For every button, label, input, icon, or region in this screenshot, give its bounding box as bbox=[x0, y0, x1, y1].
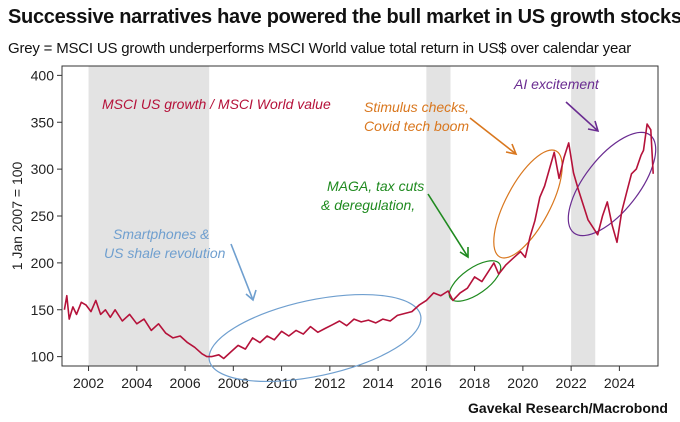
maga-label-line2: & deregulation, bbox=[321, 197, 415, 213]
y-axis-label: 1 Jan 2007 = 100 bbox=[9, 161, 25, 270]
y-tick-label: 150 bbox=[31, 302, 55, 318]
x-tick-label: 2024 bbox=[604, 375, 635, 391]
smartphones-ellipse bbox=[208, 293, 422, 383]
smartphones-arrow bbox=[230, 243, 254, 301]
stimulus-label-line2: Covid tech boom bbox=[364, 118, 469, 134]
x-tick-label: 2020 bbox=[507, 375, 538, 391]
series-line-growth-vs-value bbox=[63, 123, 654, 360]
x-tick-label: 2004 bbox=[121, 375, 152, 391]
stimulus-ellipse bbox=[493, 149, 563, 259]
maga-ellipse bbox=[448, 260, 502, 302]
x-tick-label: 2002 bbox=[73, 375, 104, 391]
y-tick-label: 400 bbox=[31, 67, 55, 83]
x-tick-label: 2018 bbox=[459, 375, 490, 391]
smartphones-label-line1: Smartphones & bbox=[113, 226, 210, 242]
x-tick-label: 2022 bbox=[556, 375, 587, 391]
x-tick-label: 2010 bbox=[266, 375, 297, 391]
chart-subtitle: Grey = MSCI US growth underperforms MSCI… bbox=[8, 40, 632, 57]
maga-arrow-head bbox=[459, 247, 469, 259]
series-label: MSCI US growth / MSCI World value bbox=[102, 96, 331, 112]
chart-title: Successive narratives have powered the b… bbox=[8, 6, 680, 28]
ai-ellipse bbox=[567, 131, 657, 237]
ai-label: AI excitement bbox=[513, 76, 600, 92]
smartphones-label-line2: US shale revolution bbox=[104, 245, 226, 261]
y-axis: 100 150 200 250 300 350 400 bbox=[31, 67, 62, 365]
y-tick-label: 250 bbox=[31, 208, 55, 224]
shaded-period-2 bbox=[571, 66, 596, 366]
annotation-arrows bbox=[230, 101, 600, 302]
stimulus-arrow-head bbox=[505, 143, 518, 156]
annotations: MSCI US growth / MSCI World value Smartp… bbox=[102, 76, 600, 261]
y-tick-label: 350 bbox=[31, 114, 55, 130]
source-credit: Gavekal Research/Macrobond bbox=[468, 400, 668, 416]
x-tick-label: 2012 bbox=[314, 375, 345, 391]
x-tick-label: 2006 bbox=[169, 375, 200, 391]
ai-arrow bbox=[565, 101, 599, 132]
y-tick-label: 200 bbox=[31, 255, 55, 271]
smartphones-arrow-head bbox=[245, 289, 257, 302]
shaded-period-1 bbox=[426, 66, 451, 366]
y-tick-label: 100 bbox=[31, 349, 55, 365]
narrative-ellipses bbox=[208, 131, 657, 383]
x-tick-label: 2014 bbox=[363, 375, 394, 391]
stimulus-arrow bbox=[469, 117, 517, 155]
x-axis: 2002 2004 2006 2008 2010 2012 2014 2016 2018 2020… bbox=[73, 366, 635, 391]
stimulus-label-line1: Stimulus checks, bbox=[364, 99, 469, 115]
maga-label-line1: MAGA, tax cuts bbox=[327, 178, 424, 194]
y-tick-label: 300 bbox=[31, 161, 55, 177]
maga-arrow bbox=[427, 193, 469, 258]
x-tick-label: 2016 bbox=[411, 375, 442, 391]
ai-arrow-head bbox=[587, 120, 600, 133]
